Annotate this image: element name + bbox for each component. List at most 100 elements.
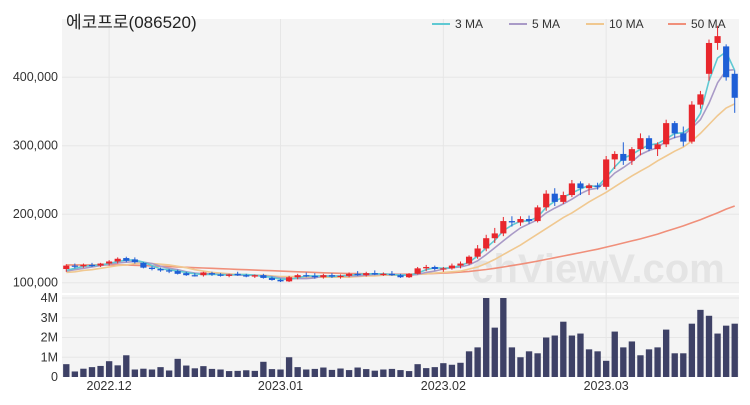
candle xyxy=(251,274,258,278)
watermark: chViewV.com xyxy=(471,247,724,291)
candle-body xyxy=(260,275,267,278)
candle-body xyxy=(414,268,421,274)
candle xyxy=(465,255,473,265)
candle-body xyxy=(568,183,575,196)
candle-body xyxy=(63,265,70,270)
candle xyxy=(371,270,378,276)
candle xyxy=(431,265,438,271)
legend-item-ma3: 3 MA xyxy=(432,17,483,31)
volume-bar xyxy=(268,369,276,377)
candle xyxy=(71,263,78,269)
candle-body xyxy=(645,138,653,150)
candle-body xyxy=(714,36,721,43)
volume-bar xyxy=(440,363,447,377)
volume-bar xyxy=(320,367,327,377)
candle-body xyxy=(577,183,584,189)
candle-body xyxy=(663,123,670,145)
candle-body xyxy=(337,275,344,278)
volume-bar xyxy=(491,327,498,377)
candle-body xyxy=(697,94,704,105)
candle xyxy=(517,216,524,226)
candle-body xyxy=(148,267,156,270)
volume-tick-label: 0 xyxy=(51,370,58,384)
candle xyxy=(157,267,164,272)
candle-body xyxy=(268,277,276,280)
candle-body xyxy=(123,258,130,261)
legend-item-ma10: 10 MA xyxy=(586,17,644,31)
legend-label: 50 MA xyxy=(691,17,726,31)
volume-bar xyxy=(585,349,593,377)
candle xyxy=(191,273,198,277)
candle xyxy=(88,262,96,267)
volume-bar xyxy=(380,369,387,377)
candle xyxy=(260,273,267,279)
volume-bar xyxy=(722,325,730,377)
volume-bar xyxy=(388,368,396,377)
volume-tick-label: 3M xyxy=(41,311,58,325)
candle xyxy=(603,156,610,190)
volume-bar xyxy=(225,371,233,377)
volume-bar xyxy=(611,331,618,377)
candle-body xyxy=(637,138,644,150)
volume-bar xyxy=(654,347,661,377)
volume-bar xyxy=(191,368,198,377)
candle-body xyxy=(131,259,138,263)
date-tick-label: 2023.02 xyxy=(421,379,466,393)
volume-bar xyxy=(294,367,301,377)
candle xyxy=(388,271,396,276)
candle-body xyxy=(483,238,490,249)
candle-body xyxy=(525,219,533,222)
candle-body xyxy=(354,273,361,276)
candle xyxy=(166,269,173,274)
candle-body xyxy=(603,159,610,187)
candle-body xyxy=(157,269,164,271)
candle-body xyxy=(440,268,447,270)
candle xyxy=(551,188,558,207)
candle xyxy=(568,179,575,198)
volume-bar xyxy=(200,366,207,377)
volume-bar xyxy=(517,357,524,377)
volume-bar xyxy=(217,369,224,377)
candle-body xyxy=(80,264,87,267)
candle-body xyxy=(680,133,687,142)
volume-bar xyxy=(551,335,558,377)
volume-bar xyxy=(337,368,344,377)
candle-body xyxy=(97,263,104,266)
volume-bar xyxy=(465,351,473,377)
candle-body xyxy=(423,266,430,269)
volume-bar xyxy=(88,367,96,377)
candle xyxy=(268,276,276,281)
volume-bar xyxy=(543,337,550,377)
candle xyxy=(140,262,147,269)
volume-bar xyxy=(243,370,250,377)
candle-body xyxy=(106,261,113,264)
volume-bar xyxy=(662,329,670,377)
volume-bar xyxy=(165,370,173,377)
volume-bar xyxy=(71,371,79,377)
candle xyxy=(577,181,584,196)
price-tick-label: 400,000 xyxy=(13,70,58,84)
candle-body xyxy=(311,275,318,278)
candle xyxy=(106,260,113,266)
candle-body xyxy=(328,275,336,277)
volume-bar xyxy=(131,369,139,377)
candle xyxy=(148,266,156,271)
candle xyxy=(671,121,678,139)
volume-bar xyxy=(345,370,353,377)
candle-body xyxy=(251,275,258,277)
candle xyxy=(585,183,593,196)
candle xyxy=(645,135,653,152)
price-tick-label: 200,000 xyxy=(13,207,58,221)
candle-body xyxy=(543,193,550,208)
volume-tick-label: 2M xyxy=(41,331,58,345)
volume-bar xyxy=(620,347,627,377)
candle xyxy=(97,262,104,267)
candle xyxy=(560,191,567,204)
candle-body xyxy=(286,277,293,282)
volume-bar xyxy=(114,365,121,377)
candle xyxy=(594,182,601,190)
legend-label: 3 MA xyxy=(455,17,483,31)
candle xyxy=(345,272,353,278)
candle-body xyxy=(448,265,456,269)
volume-bar xyxy=(303,369,310,377)
